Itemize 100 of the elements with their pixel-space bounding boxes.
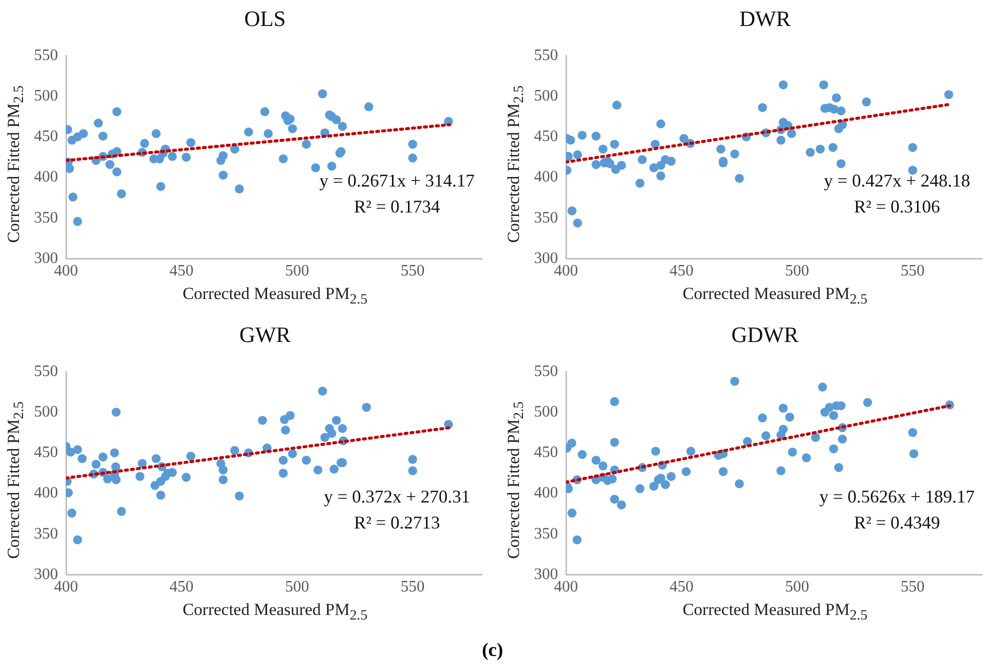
y-tick-label: 450 [534,128,558,146]
y-tick-label: 350 [534,525,558,542]
point [186,138,196,148]
annotation: y = 0.372x + 270.31 [324,486,470,506]
point [218,151,228,160]
point [260,107,270,116]
point [572,535,582,544]
point [598,461,608,470]
point [244,128,254,137]
y-tick-label: 450 [34,128,58,146]
annotation: R² = 0.2713 [354,512,440,532]
annotation: y = 0.427x + 248.18 [824,170,970,190]
point [638,155,647,164]
point [944,90,954,100]
point [656,119,666,128]
point [573,218,582,228]
point [649,163,658,172]
point [666,472,676,481]
chart-title: GDWR [730,322,800,348]
point [802,453,811,462]
point [908,166,918,175]
point [105,160,114,170]
y-tick-label: 500 [34,403,58,420]
chart-title: GWR [238,322,292,348]
point [327,162,336,171]
point [234,184,244,194]
point [908,142,918,152]
x-tick-label: 450 [170,578,194,596]
y-tick-label: 450 [34,444,58,462]
point [730,149,740,158]
x-axis-title: Corrected Measured PM$_{2.5}$ [182,600,368,624]
y-tick-label: 400 [534,168,558,186]
point [592,456,601,465]
point [829,410,838,420]
point [679,134,688,144]
point [834,463,844,472]
point [836,159,846,168]
point [828,142,838,152]
point [816,144,825,154]
point [819,80,828,90]
point [364,102,374,112]
point [568,206,577,216]
point [608,474,617,484]
point [68,192,78,202]
y-tick-label: 400 [34,168,58,186]
point [863,398,872,407]
point [610,397,620,406]
point [806,148,815,157]
point [635,178,644,188]
point [761,431,770,440]
point [778,80,788,90]
point [311,163,320,172]
y-tick-label: 350 [534,209,558,226]
point [592,160,601,170]
chart-title: DWR [738,6,792,32]
point [94,118,103,128]
y-tick-label: 400 [534,484,558,502]
point [829,444,838,454]
annotation: R² = 0.1734 [354,196,440,216]
x-tick-label: 500 [785,262,810,280]
x-tick-label: 450 [670,262,694,280]
x-tick-label: 500 [785,578,810,596]
point [302,140,311,149]
point [408,140,418,149]
point [612,100,622,110]
y-tick-label: 350 [34,525,58,542]
point [836,106,846,116]
x-tick-label: 500 [285,262,310,280]
point [408,154,418,163]
point [776,136,786,145]
point [909,449,918,458]
point [758,413,767,422]
point [112,107,122,116]
point [78,129,88,138]
point [734,174,744,183]
x-axis-title: Corrected Measured PM$_{2.5}$ [182,284,368,308]
point [116,189,126,198]
point [758,103,767,112]
point [778,424,788,434]
chart-title: OLS [243,6,287,32]
point [338,122,347,131]
y-tick-label: 550 [534,362,558,380]
point [73,216,82,226]
y-tick-label: 450 [534,444,558,462]
x-tick-label: 550 [900,262,925,280]
point [140,138,150,148]
point [666,156,676,166]
point [568,508,577,518]
point [288,124,297,134]
point [656,171,666,180]
point [787,129,796,138]
point [649,482,658,491]
point [332,115,341,124]
point [635,484,644,494]
y-tick-label: 500 [534,87,558,104]
x-tick-label: 500 [285,578,310,596]
point [264,129,273,138]
x-axis-title: Corrected Measured PM$_{2.5}$ [682,600,868,624]
point [156,182,166,191]
point [278,154,288,164]
